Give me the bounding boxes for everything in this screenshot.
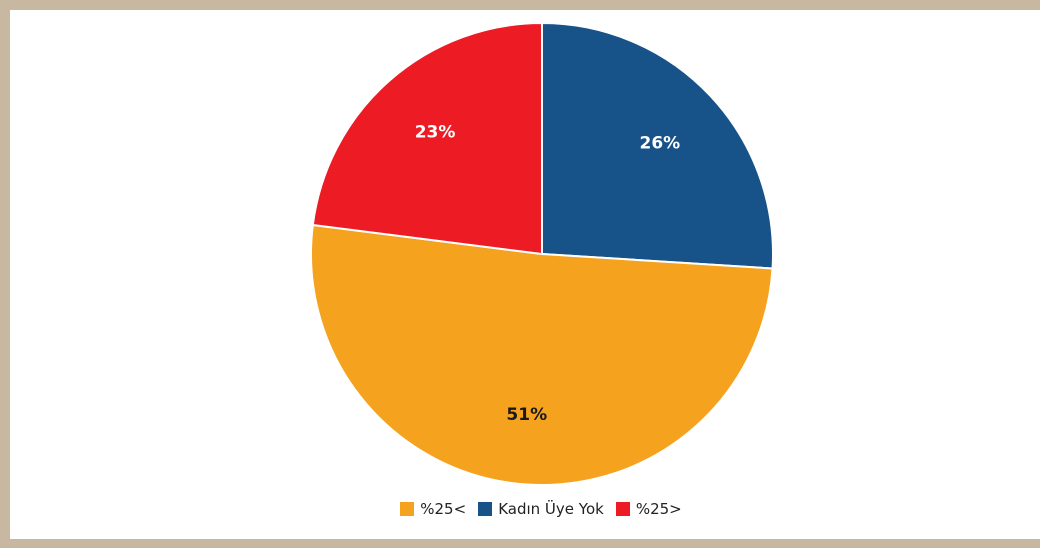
legend-label-lt25: %25> bbox=[635, 500, 682, 518]
pie-slices bbox=[310, 21, 774, 486]
legend-swatch-no-women bbox=[478, 502, 493, 516]
pie-label-gt25: 51% bbox=[506, 405, 547, 425]
legend: %25< Kadın Üye Yok %25> bbox=[0, 500, 1040, 518]
legend-label-gt25: %25< bbox=[420, 500, 467, 518]
pie-labels: 26% 51% 23% bbox=[415, 123, 681, 425]
pie-slice-gt25 bbox=[310, 223, 774, 486]
legend-item-no-women: Kadın Üye Yok bbox=[478, 500, 604, 518]
pie-label-no-women: 26% bbox=[640, 133, 681, 153]
legend-swatch-gt25 bbox=[400, 502, 415, 516]
pie-label-lt25: 23% bbox=[415, 123, 456, 143]
pie-slice-lt25 bbox=[311, 21, 543, 256]
legend-label-no-women: Kadın Üye Yok bbox=[498, 500, 604, 518]
legend-item-lt25: %25> bbox=[615, 500, 682, 518]
legend-item-gt25: %25< bbox=[400, 500, 466, 518]
pie-slice-no-women bbox=[541, 21, 774, 270]
legend-swatch-lt25 bbox=[615, 502, 630, 516]
